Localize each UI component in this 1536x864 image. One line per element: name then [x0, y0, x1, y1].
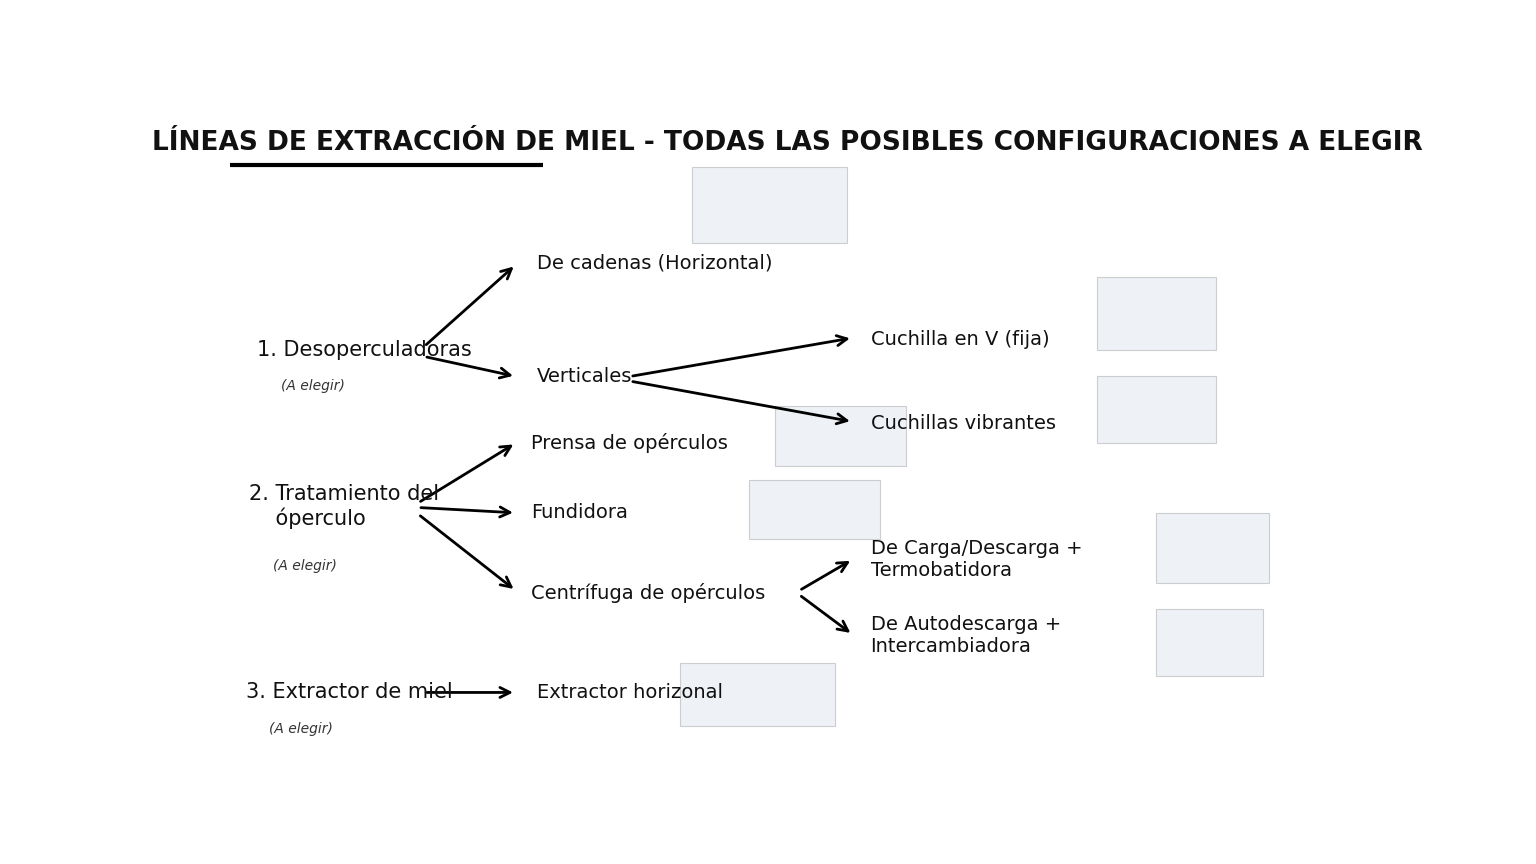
Text: Centrífuga de opérculos: Centrífuga de opérculos: [531, 582, 765, 603]
Text: Verticales: Verticales: [538, 367, 633, 386]
FancyBboxPatch shape: [1157, 513, 1269, 582]
Text: Cuchillas vibrantes: Cuchillas vibrantes: [871, 414, 1055, 433]
FancyBboxPatch shape: [1157, 609, 1263, 676]
Text: (A elegir): (A elegir): [273, 559, 336, 573]
Text: 2. Tratamiento del
    óperculo: 2. Tratamiento del óperculo: [249, 484, 439, 529]
FancyBboxPatch shape: [776, 406, 906, 467]
FancyBboxPatch shape: [1097, 276, 1217, 350]
Text: De Carga/Descarga +
Termobatidora: De Carga/Descarga + Termobatidora: [871, 539, 1083, 580]
FancyBboxPatch shape: [680, 663, 836, 726]
Text: De cadenas (Horizontal): De cadenas (Horizontal): [538, 254, 773, 273]
FancyBboxPatch shape: [1097, 377, 1217, 443]
Text: Prensa de opérculos: Prensa de opérculos: [531, 433, 728, 453]
Text: 1. Desoperculadoras: 1. Desoperculadoras: [258, 340, 472, 359]
FancyBboxPatch shape: [691, 167, 846, 244]
Text: (A elegir): (A elegir): [281, 379, 346, 393]
FancyBboxPatch shape: [750, 480, 880, 539]
Text: Fundidora: Fundidora: [531, 504, 628, 523]
Text: LÍNEAS DE EXTRACCIÓN DE MIEL - TODAS LAS POSIBLES CONFIGURACIONES A ELEGIR: LÍNEAS DE EXTRACCIÓN DE MIEL - TODAS LAS…: [152, 130, 1422, 156]
Text: De Autodescarga +
Intercambiadora: De Autodescarga + Intercambiadora: [871, 615, 1061, 657]
Text: 3. Extractor de miel: 3. Extractor de miel: [246, 683, 452, 702]
Text: Cuchilla en V (fija): Cuchilla en V (fija): [871, 330, 1049, 349]
Text: (A elegir): (A elegir): [269, 722, 333, 736]
Text: Extractor horizonal: Extractor horizonal: [538, 683, 723, 702]
